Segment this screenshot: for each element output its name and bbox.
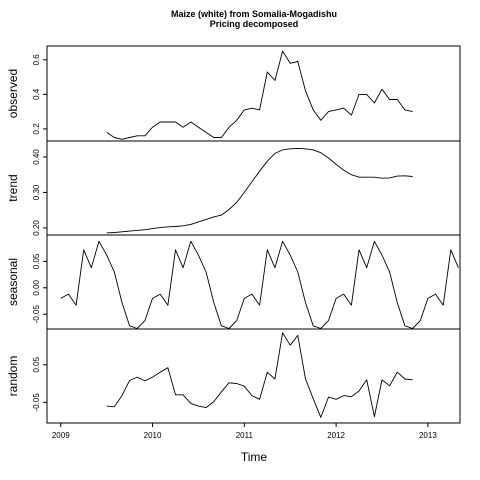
- panel-seasonal: -0.05 0.00 0.05 seasonal: [6, 234, 461, 330]
- y-tick-label-trend: 0.20: [32, 220, 41, 236]
- y-tick-label-observed: 0.2: [32, 123, 41, 135]
- y-axis-label-observed: observed: [6, 69, 20, 118]
- panel-random: -0.05 0.05 random: [6, 328, 461, 424]
- x-tick-label: 2010: [144, 431, 162, 440]
- y-tick-label-seasonal: -0.05: [32, 305, 41, 324]
- panel-observed: 0.2 0.4 0.6 observed: [6, 45, 461, 142]
- y-tick-label-observed: 0.4: [32, 88, 41, 100]
- y-axis-label-seasonal: seasonal: [6, 258, 20, 306]
- chart-title-line1: Maize (white) from Somalia-Mogadishu: [171, 9, 337, 19]
- panel-frame-observed: [46, 45, 461, 142]
- series-line-seasonal: [60, 240, 459, 329]
- panel-frame-trend: [46, 140, 461, 236]
- panel-frame-random: [46, 328, 461, 424]
- series-line-random: [106, 332, 413, 418]
- y-axis-label-trend: trend: [6, 174, 20, 201]
- chart-title-line2: Pricing decomposed: [210, 19, 299, 29]
- x-axis-label: Time: [241, 450, 268, 464]
- series-line-observed: [106, 50, 413, 140]
- panel-frame-seasonal: [46, 234, 461, 330]
- panels-group: 0.2 0.4 0.6 observed 0.20 0.30 0.40 trend -0.05 0…: [6, 45, 461, 424]
- y-tick-label-observed: 0.6: [32, 54, 41, 66]
- x-tick-label: 2009: [52, 431, 70, 440]
- y-axis-label-random: random: [6, 356, 20, 397]
- y-tick-label-random: -0.05: [32, 393, 41, 412]
- y-tick-label-trend: 0.30: [32, 184, 41, 200]
- x-tick-label: 2013: [419, 431, 437, 440]
- x-tick-label: 2011: [236, 431, 254, 440]
- x-axis: 2009 2010 2011 2012 2013: [52, 422, 437, 440]
- x-tick-label: 2012: [327, 431, 345, 440]
- y-tick-label-seasonal: 0.05: [32, 253, 41, 269]
- y-tick-label-seasonal: 0.00: [32, 279, 41, 295]
- series-line-trend: [106, 147, 413, 234]
- panel-trend: 0.20 0.30 0.40 trend: [6, 140, 461, 236]
- y-tick-label-trend: 0.40: [32, 149, 41, 165]
- y-tick-label-random: 0.05: [32, 356, 41, 372]
